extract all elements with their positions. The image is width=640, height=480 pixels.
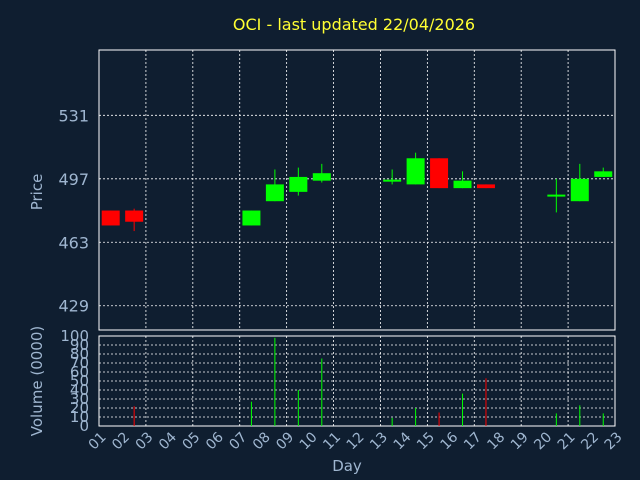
volume-tick-label: 10 [70, 408, 89, 426]
candle-day-08 [265, 169, 284, 202]
price-tick-label: 429 [58, 297, 89, 316]
price-tick-label: 463 [58, 233, 89, 252]
candle-body [242, 210, 261, 226]
price-axis-label: Price [28, 174, 46, 211]
day-tick-label: 19 [508, 429, 532, 453]
candle-body [406, 158, 425, 185]
volume-tick-label: 30 [70, 390, 89, 408]
day-tick-label: 15 [414, 429, 438, 453]
candle-day-20 [547, 178, 566, 213]
day-tick-label: 12 [344, 429, 368, 453]
volume-tick-label: 60 [70, 363, 89, 381]
volume-plot-frame [98, 335, 616, 427]
volume-tick-label: 70 [70, 354, 89, 372]
candle-day-07 [242, 210, 261, 226]
day-tick-label: 20 [531, 429, 555, 453]
day-tick-label: 09 [273, 429, 297, 453]
candle-body [312, 173, 331, 181]
price-tick-label: 497 [58, 170, 89, 189]
day-tick-label: 08 [250, 429, 274, 453]
day-tick-label: 21 [555, 429, 579, 453]
volume-bar-series [133, 337, 604, 426]
volume-tick-label: 80 [70, 345, 89, 363]
day-tick-label: 06 [203, 429, 227, 453]
candle-day-22 [594, 167, 613, 177]
price-gridlines [99, 50, 615, 330]
day-tick-label: 07 [226, 429, 250, 453]
candle-day-01 [101, 210, 120, 226]
day-axis-label: Day [332, 457, 362, 475]
candle-day-16 [453, 171, 472, 189]
candle-body [453, 180, 472, 189]
candlestick-series [101, 152, 613, 232]
volume-axis-label: Volume (0000) [28, 326, 46, 436]
candle-body [289, 176, 308, 192]
day-tick-label: 02 [109, 429, 133, 453]
candle-day-02 [125, 208, 144, 232]
candle-day-10 [312, 163, 331, 183]
day-tick-label: 05 [180, 429, 204, 453]
candle-day-21 [570, 163, 589, 202]
candle-day-13 [383, 169, 402, 185]
price-plot-frame [98, 49, 616, 331]
day-tick-label: 14 [391, 429, 415, 453]
day-x-tick-labels: 01 02 03 04 05 06 07 08 09 10 11 12 13 14 15 16 17 18 19 20… [86, 429, 626, 453]
candle-day-15 [430, 158, 449, 189]
day-tick-label: 16 [438, 429, 462, 453]
day-tick-label: 17 [461, 429, 485, 453]
day-tick-label: 18 [484, 429, 508, 453]
price-tick-label: 531 [58, 106, 89, 125]
day-tick-label: 10 [297, 429, 321, 453]
day-tick-label: 03 [133, 429, 157, 453]
volume-tick-label: 100 [60, 327, 89, 345]
candle-body [570, 178, 589, 202]
candle-body [125, 210, 144, 222]
day-tick-label: 23 [602, 429, 626, 453]
candle-day-14 [406, 152, 425, 185]
candle-body [265, 184, 284, 202]
candle-body [476, 184, 495, 189]
candle-day-09 [289, 167, 308, 196]
day-tick-label: 13 [367, 429, 391, 453]
candle-body [547, 194, 566, 197]
day-tick-label: 11 [320, 429, 344, 453]
candle-body [594, 171, 613, 177]
price-y-tick-labels: 429 463 497 531 [58, 106, 89, 315]
candle-body [383, 179, 402, 182]
day-tick-label: 22 [578, 429, 602, 453]
candle-day-17 [476, 184, 495, 189]
volume-gridlines [99, 335, 615, 427]
candle-body [430, 158, 449, 189]
volume-tick-label: 20 [70, 399, 89, 417]
volume-tick-label: 0 [79, 417, 89, 435]
day-tick-label: 01 [86, 429, 110, 453]
day-tick-label: 04 [156, 429, 180, 453]
chart-title: OCI - last updated 22/04/2026 [233, 15, 475, 34]
candle-body [101, 210, 120, 226]
volume-tick-label: 40 [70, 381, 89, 399]
volume-tick-label: 50 [70, 372, 89, 390]
volume-tick-label: 90 [70, 336, 89, 354]
